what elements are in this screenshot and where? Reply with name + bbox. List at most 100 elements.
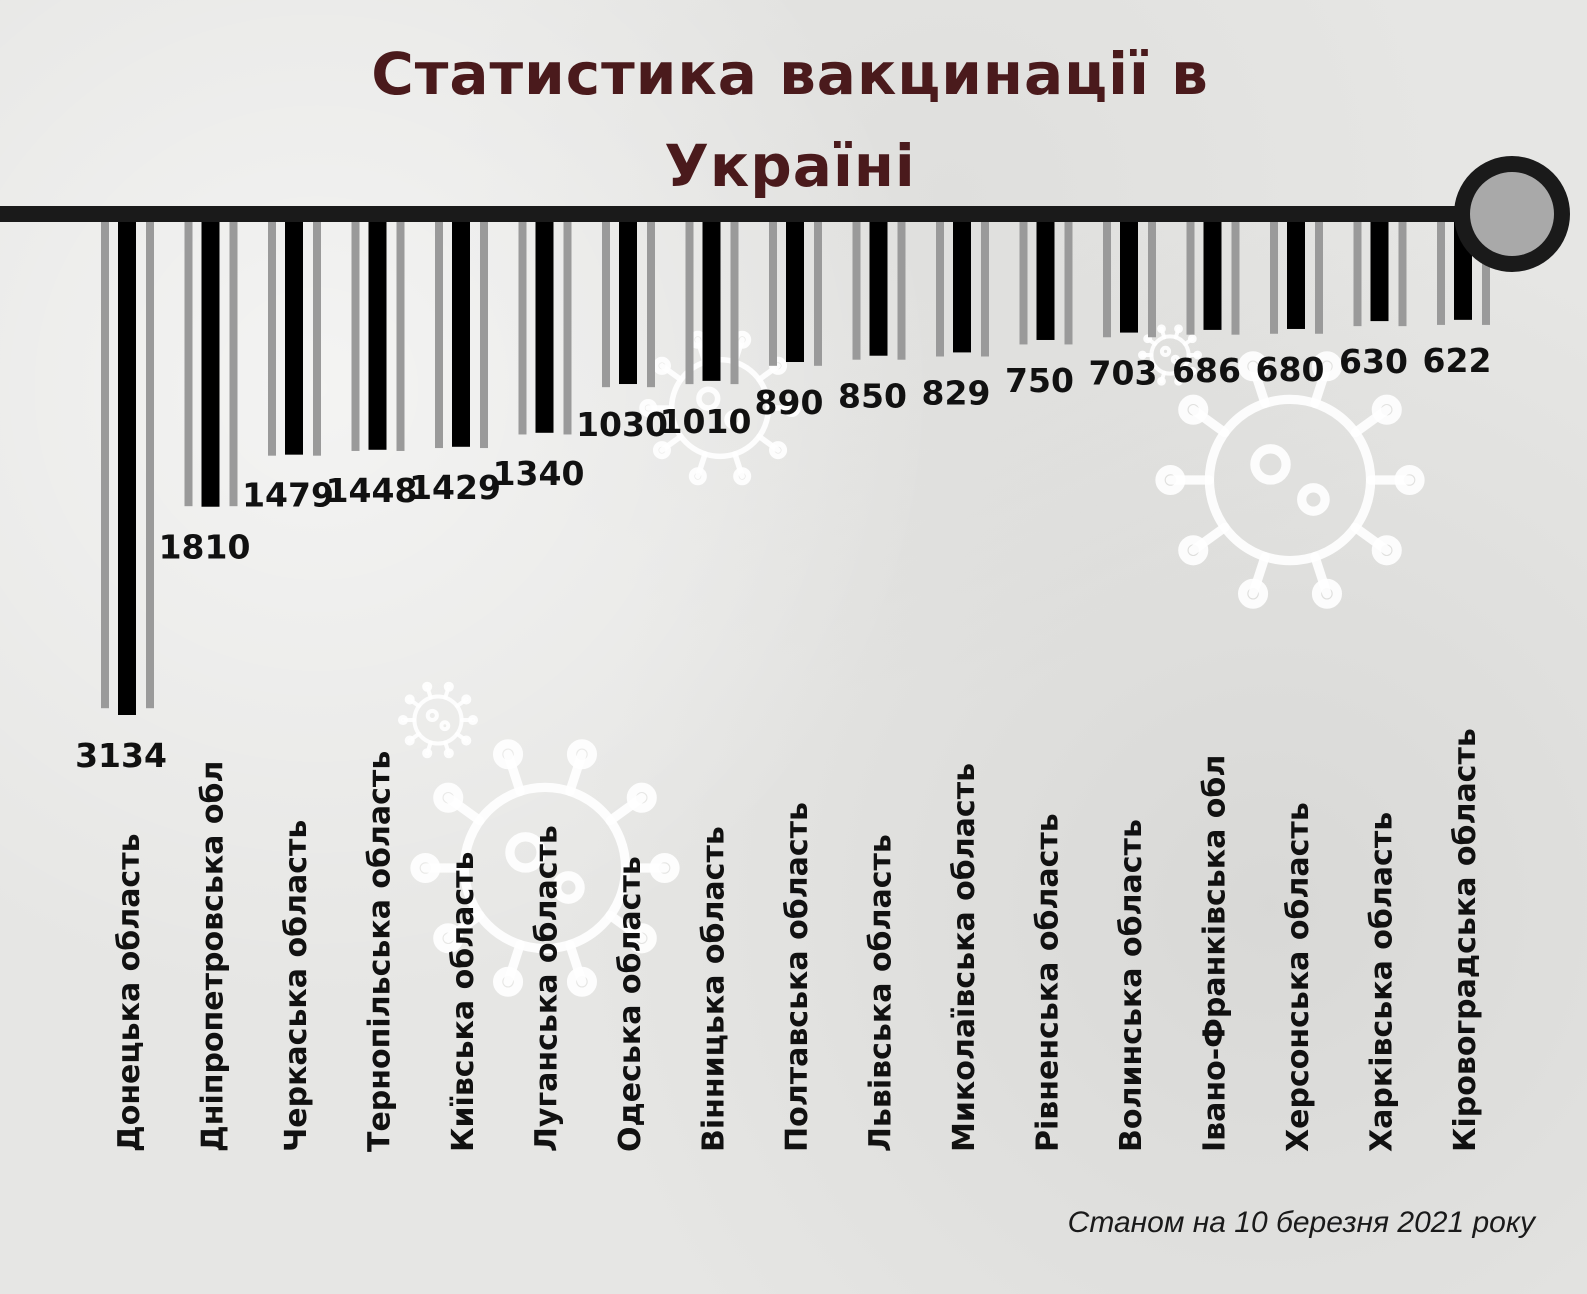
- bar: [869, 222, 888, 356]
- virus-spike-tip: [1157, 376, 1166, 386]
- bar-stripe-right: [480, 222, 488, 449]
- virus-spike-tip: [461, 735, 472, 746]
- bar-stripe-right: [647, 222, 655, 388]
- category-label: Вінницька область: [697, 826, 732, 1152]
- bar-stripe-right: [396, 222, 405, 451]
- value-label: 1010: [660, 402, 752, 441]
- bar-stripe-left: [1353, 222, 1362, 327]
- virus-spike-tip: [492, 966, 524, 997]
- virus-dot: [1250, 444, 1291, 485]
- virus-spike-tip: [566, 966, 598, 997]
- value-label: 1340: [493, 454, 585, 493]
- virus-spike-tip: [639, 398, 658, 418]
- virus-spike-tip: [1174, 324, 1183, 334]
- value-label: 1429: [409, 468, 501, 507]
- virus-spike-tip: [410, 852, 441, 884]
- value-label: 622: [1423, 341, 1492, 380]
- virus-dot: [425, 708, 439, 723]
- bar-stripe-left: [1186, 222, 1195, 335]
- bar-stripe-right: [146, 222, 154, 709]
- category-label: Рівненська область: [1031, 813, 1066, 1152]
- category-label: Кіровоградська область: [1448, 728, 1483, 1152]
- virus-spike-tip: [422, 748, 433, 759]
- bar-stripe-right: [1064, 222, 1073, 345]
- virus-spike-tip: [1237, 578, 1269, 609]
- virus-spike-tip: [688, 467, 707, 486]
- bar-stripe-right: [1148, 222, 1156, 338]
- category-label: Львівська область: [864, 834, 899, 1152]
- value-label: 850: [838, 377, 907, 416]
- virus-spike-tip: [422, 681, 433, 692]
- top-axis: [0, 156, 1570, 272]
- bar: [535, 222, 554, 433]
- bar: [285, 222, 303, 455]
- virus-spike-tip: [769, 356, 788, 375]
- value-label: 750: [1005, 361, 1074, 400]
- virus-dot: [1170, 354, 1181, 365]
- chart-title: Статистика вакцинації в Україні: [371, 40, 1209, 200]
- virus-spike-tip: [443, 681, 454, 692]
- bar-stripe-left: [101, 222, 109, 709]
- value-label: 1448: [326, 471, 418, 510]
- bar: [368, 222, 387, 450]
- bar: [452, 222, 470, 447]
- bar-stripe-left: [685, 222, 694, 385]
- virus-spike-tip: [652, 441, 671, 460]
- virus-spike-tip: [1371, 394, 1402, 425]
- category-label: Харківська область: [1365, 812, 1400, 1152]
- value-label: 680: [1256, 350, 1325, 389]
- category-label: Волинська область: [1114, 819, 1149, 1152]
- virus-dot: [1297, 483, 1330, 516]
- category-label: Донецька область: [112, 833, 147, 1152]
- virus-spike-tip: [733, 467, 752, 486]
- virus-spike-tip: [461, 694, 472, 705]
- value-label: 890: [755, 383, 824, 422]
- category-label: Луганська область: [530, 825, 565, 1152]
- virus-spike-tip: [1394, 464, 1425, 496]
- value-label: 1030: [576, 405, 668, 444]
- bar: [1370, 222, 1389, 322]
- category-label: Івано-Франківська обл: [1198, 755, 1233, 1152]
- virus-spike-tip: [1187, 334, 1197, 344]
- bar-stripe-right: [730, 222, 739, 385]
- virus-body: [1204, 394, 1376, 566]
- virus-spike-tip: [626, 923, 657, 954]
- axis-line: [0, 206, 1470, 222]
- bar-stripe-right: [1482, 222, 1490, 325]
- virus-dot: [505, 832, 546, 873]
- virus-spike-tip: [1174, 376, 1183, 386]
- category-label: Херсонська область: [1281, 802, 1316, 1152]
- virus-spike-tip: [404, 694, 415, 705]
- virus-spike-tip: [1311, 351, 1343, 382]
- virus-icon: [410, 739, 680, 997]
- bar-stripe-right: [313, 222, 321, 456]
- virus-spike-tip: [404, 735, 415, 746]
- virus-icon: [1138, 324, 1202, 386]
- bar: [1036, 222, 1055, 340]
- virus-spike-tip: [398, 714, 409, 726]
- virus-spike-tip: [1178, 535, 1209, 566]
- axis-end-knob: [1454, 156, 1570, 272]
- bar-stripe-right: [1398, 222, 1407, 327]
- bar-stripe-left: [435, 222, 443, 449]
- bar: [201, 222, 220, 507]
- bar-stripe-left: [1103, 222, 1111, 338]
- bar-stripe-left: [602, 222, 610, 388]
- virus-spike-tip: [1311, 578, 1343, 609]
- category-label: Черкаська область: [279, 820, 314, 1152]
- value-label: 3134: [75, 736, 167, 775]
- virus-spike-tip: [1193, 350, 1202, 360]
- virus-spike-tip: [1237, 351, 1269, 382]
- bar-stripe-right: [229, 222, 238, 507]
- virus-dot: [1159, 345, 1172, 357]
- bar: [786, 222, 804, 363]
- bar: [1120, 222, 1138, 333]
- bar-stripe-left: [268, 222, 276, 456]
- value-label: 703: [1089, 354, 1158, 393]
- virus-spike-tip: [649, 852, 680, 884]
- bar-stripe-right: [563, 222, 572, 435]
- virus-spike-tip: [433, 782, 464, 813]
- virus-spike-tip: [1157, 324, 1166, 334]
